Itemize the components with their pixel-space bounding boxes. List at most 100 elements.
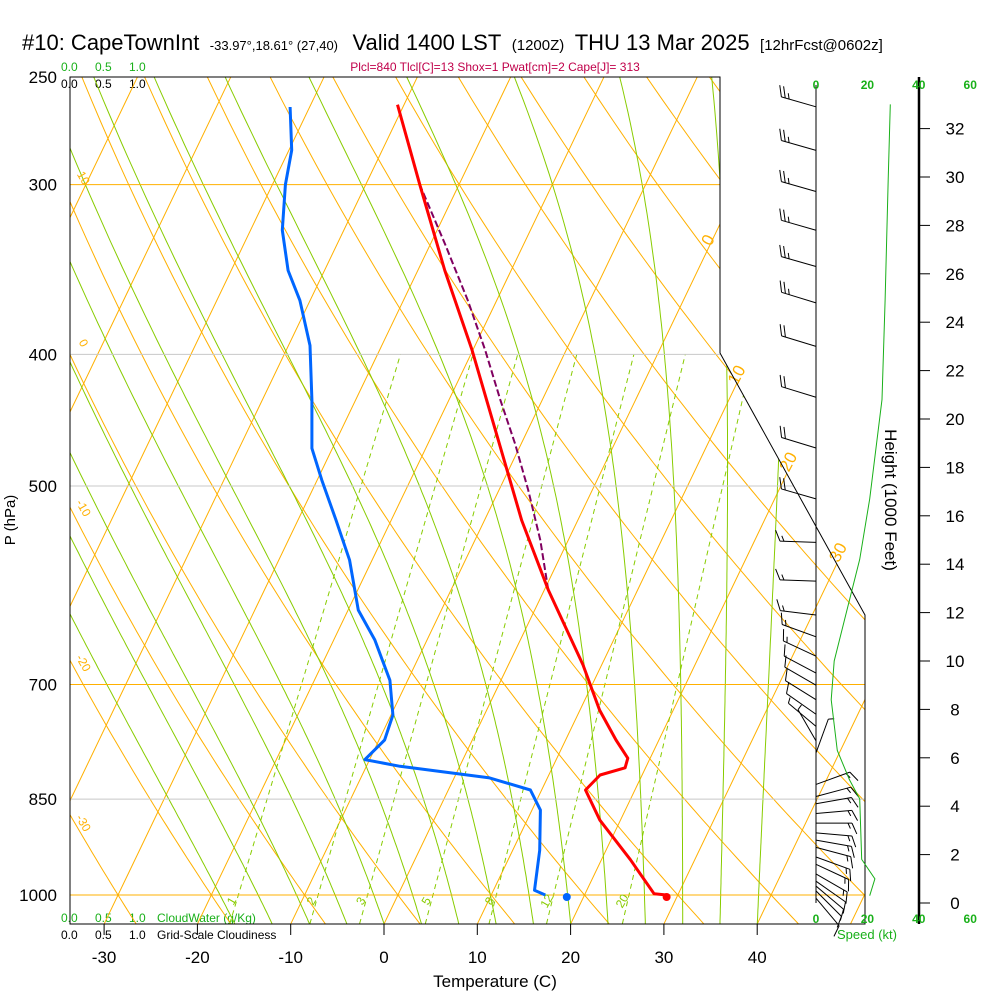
- barb-half-feather: [782, 605, 785, 612]
- cloudiness-tick: 0.0: [61, 928, 78, 942]
- wind-barb: [815, 797, 859, 808]
- isotherm-line: [70, 77, 138, 924]
- barb-half-feather: [842, 889, 845, 896]
- dry-adiabat-line: [961, 77, 1000, 924]
- speed-tick-label: 40: [912, 78, 926, 92]
- pressure-tick-label: 250: [29, 68, 57, 87]
- isotherm-line: [70, 77, 325, 924]
- stability-stats: Plcl=840 Tlcl[C]=13 Shox=1 Pwat[cm]=2 Ca…: [350, 60, 640, 74]
- barb-staff: [815, 873, 848, 893]
- moist-adiabat-line: [513, 77, 646, 924]
- barb-staff: [815, 885, 844, 910]
- barb-staff: [815, 809, 852, 814]
- sounding-profiles: [280, 104, 671, 901]
- barb-staff: [815, 890, 842, 917]
- wind-speed-profile: [830, 104, 891, 896]
- wind-barb: [780, 612, 817, 638]
- dry-adiabat-line: [81, 77, 610, 924]
- barb-staff: [815, 846, 851, 858]
- moist-adiabat-line: [224, 77, 534, 924]
- moist-adiabat-line: [70, 77, 422, 924]
- barb-half-feather: [847, 822, 851, 829]
- wind-barb: [779, 128, 817, 151]
- moist-adiabat-line: [308, 77, 572, 924]
- dry-adiabat-line: [520, 77, 865, 924]
- dry-adiabat-label: 0: [76, 337, 92, 350]
- cloudwater-tick: 1.0: [129, 911, 146, 925]
- temperature-tick-label: -20: [185, 948, 210, 967]
- barb-staff: [785, 680, 817, 701]
- moist-adiabat-line: [70, 77, 310, 924]
- dry-adiabat-line: [70, 77, 326, 924]
- barb-staff: [815, 832, 852, 837]
- height-tick-label: 0: [950, 894, 959, 913]
- wind-barb: [784, 655, 817, 686]
- mixing-ratio-label: 20: [613, 891, 632, 910]
- speed-tick-label: 20: [861, 912, 875, 926]
- barb-half-feather: [781, 574, 785, 581]
- speed-tick-label: 0: [813, 912, 820, 926]
- barb-half-feather: [847, 835, 851, 842]
- barb-staff: [781, 219, 817, 231]
- barb-staff: [786, 693, 817, 715]
- wind-barb: [786, 681, 817, 715]
- barb-feather: [779, 128, 782, 141]
- wind-barb: [815, 897, 840, 937]
- thermo-background: [70, 77, 1000, 924]
- barb-staff: [781, 181, 817, 193]
- moist-adiabat-line: [70, 77, 236, 924]
- isotherm-line: [70, 77, 418, 924]
- pressure-tick-label: 700: [29, 676, 57, 695]
- height-tick-label: 30: [946, 168, 965, 187]
- barb-feather: [779, 425, 783, 438]
- barb-staff: [781, 335, 817, 347]
- moist-adiabat-line: [70, 77, 385, 924]
- temperature-tick-label: 40: [748, 948, 767, 967]
- height-tick-label: 12: [946, 604, 965, 623]
- barb-feather: [776, 599, 781, 611]
- barb-half-feather: [787, 252, 790, 259]
- wind-barb: [779, 425, 817, 449]
- wind-barb: [815, 718, 835, 754]
- temperature-tick-label: 30: [654, 948, 673, 967]
- isotherm-label: 30: [825, 540, 851, 566]
- cloudiness-label: Grid-Scale Cloudiness: [157, 928, 276, 942]
- mixing-ratio-line: [229, 354, 401, 924]
- barb-staff: [797, 709, 817, 742]
- height-tick-label: 14: [946, 555, 965, 574]
- barb-staff: [781, 291, 817, 304]
- barb-staff: [780, 540, 817, 543]
- wind-barb: [779, 208, 817, 231]
- moist-adiabat-line: [70, 77, 273, 924]
- barb-half-feather: [846, 787, 852, 794]
- barb-half-feather: [787, 93, 790, 100]
- barb-feather: [775, 530, 781, 542]
- barb-half-feather: [847, 797, 852, 804]
- wind-barb: [815, 839, 855, 858]
- barb-feather: [849, 869, 852, 882]
- dry-adiabat-line: [206, 77, 799, 924]
- barb-half-feather: [787, 697, 791, 704]
- wind-barb: [787, 697, 817, 727]
- wind-barb: [779, 85, 817, 108]
- barb-feather: [850, 856, 854, 869]
- temperature-tick-label: 10: [468, 948, 487, 967]
- barb-feather: [779, 324, 783, 336]
- cloudiness-tick: 0.5: [95, 928, 112, 942]
- mixing-ratio-label: 8: [482, 894, 498, 907]
- height-tick-label: 6: [950, 749, 959, 768]
- wind-barb: [815, 846, 854, 869]
- isotherm-line: [197, 77, 605, 924]
- barb-feather: [775, 568, 781, 581]
- moist-adiabat-line: [70, 77, 348, 924]
- dry-adiabat-label: -10: [73, 497, 94, 519]
- station-title: #10: CapeTownInt: [22, 30, 199, 55]
- barb-feather: [783, 170, 786, 183]
- speed-axis-label: Speed (kt): [837, 927, 897, 942]
- pressure-tick-label: 500: [29, 477, 57, 496]
- isotherm-line: [290, 77, 698, 924]
- isotherm-line: [570, 77, 865, 924]
- barb-feather: [786, 681, 790, 694]
- barb-feather: [784, 655, 787, 668]
